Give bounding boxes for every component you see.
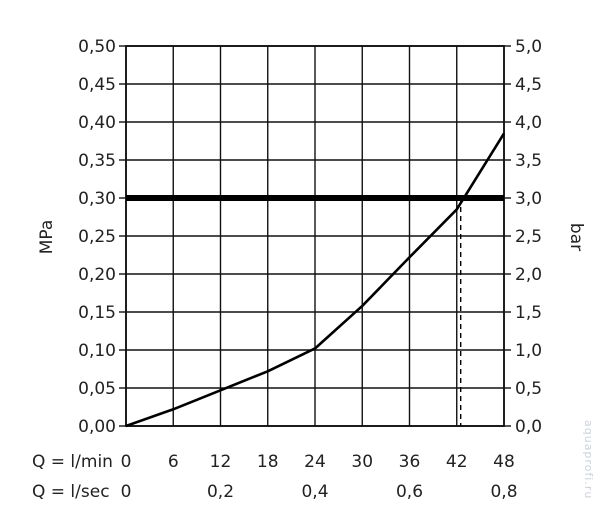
right-tick-label: 3,5 <box>515 151 542 171</box>
watermark: aquaprofi.ru <box>582 420 595 500</box>
plot-frame <box>125 45 505 427</box>
left-tick-label: 0,50 <box>78 37 116 57</box>
x-axis-lsec-ticks: 0 0,2 0,4 0,6 0,8 <box>121 482 518 502</box>
left-tick-label: 0,20 <box>78 265 116 285</box>
x-lmin-tick-label: 0 <box>121 452 132 472</box>
left-axis-title: MPa <box>37 220 57 255</box>
x-axis-lmin-ticks: 0 6 12 18 24 30 36 42 48 <box>121 452 515 472</box>
x-lsec-tick-label: 0,2 <box>207 482 234 502</box>
x-axis-lmin-title: Q = l/min <box>32 452 113 472</box>
x-lmin-tick-label: 30 <box>351 452 373 472</box>
x-lsec-tick-label: 0,8 <box>490 482 517 502</box>
left-axis-ticks: 0,00 0,05 0,10 0,15 0,20 0,25 0,30 0,35 0,40 0,45… <box>78 37 116 437</box>
right-tick-label: 2,0 <box>515 265 542 285</box>
x-lmin-tick-label: 48 <box>493 452 515 472</box>
left-tick-label: 0,40 <box>78 113 116 133</box>
right-tick-label: 1,5 <box>515 303 542 323</box>
left-tick-label: 0,30 <box>78 189 116 209</box>
x-lmin-tick-label: 12 <box>210 452 232 472</box>
x-lmin-tick-label: 24 <box>304 452 326 472</box>
left-tick-label: 0,25 <box>78 227 116 247</box>
x-lmin-tick-label: 6 <box>168 452 179 472</box>
left-tick-label: 0,35 <box>78 151 116 171</box>
right-tick-label: 0,0 <box>515 417 542 437</box>
x-lsec-tick-label: 0,4 <box>301 482 328 502</box>
x-lmin-tick-label: 18 <box>257 452 279 472</box>
reference-line-group <box>126 195 504 426</box>
left-tick-label: 0,05 <box>78 379 116 399</box>
right-tick-label: 1,0 <box>515 341 542 361</box>
left-tick-label: 0,10 <box>78 341 116 361</box>
right-axis-ticks: 0,0 0,5 1,0 1,5 2,0 2,5 3,0 3,5 4,0 4,5 5,0 <box>515 37 542 437</box>
chart-grid <box>119 45 511 427</box>
right-tick-label: 2,5 <box>515 227 542 247</box>
left-tick-label: 0,15 <box>78 303 116 323</box>
x-axis-lsec-title: Q = l/sec <box>32 482 110 502</box>
x-lsec-tick-label: 0,6 <box>396 482 423 502</box>
flow-pressure-curve <box>125 132 506 428</box>
right-tick-label: 0,5 <box>515 379 542 399</box>
right-tick-label: 5,0 <box>515 37 542 57</box>
right-tick-label: 4,5 <box>515 75 542 95</box>
right-tick-label: 4,0 <box>515 113 542 133</box>
right-tick-label: 3,0 <box>515 189 542 209</box>
left-tick-label: 0,45 <box>78 75 116 95</box>
curve-group <box>125 132 506 428</box>
x-lmin-tick-label: 36 <box>399 452 421 472</box>
left-tick-label: 0,00 <box>78 417 116 437</box>
x-lmin-tick-label: 42 <box>446 452 468 472</box>
x-lsec-tick-label: 0 <box>121 482 132 502</box>
right-axis-title: bar <box>566 223 586 251</box>
